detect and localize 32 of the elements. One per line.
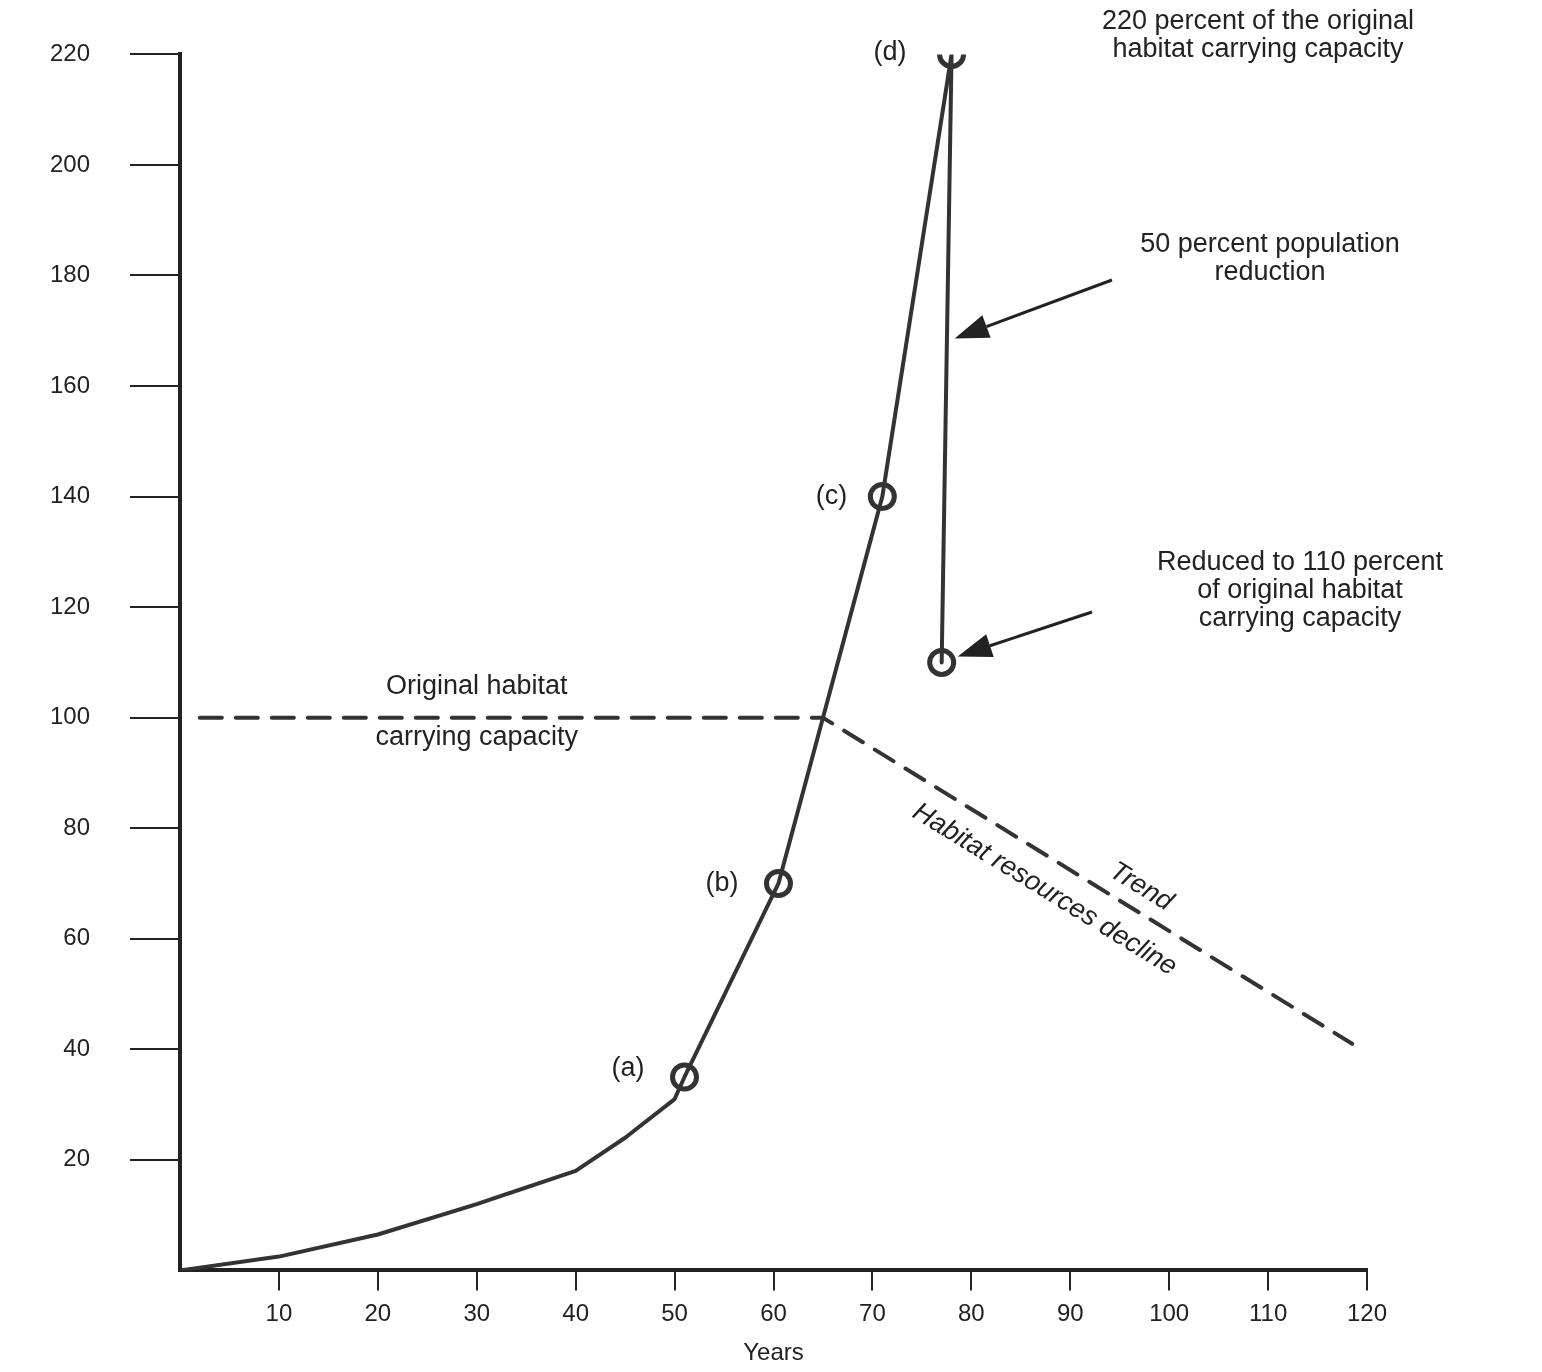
x-axis-title: Years [743,1338,804,1366]
x-tick-label: 10 [265,1299,293,1327]
x-tick-label: 120 [1346,1299,1388,1327]
y-tick-label: 60 [63,923,91,951]
annotation: (c) [815,480,848,511]
y-tick-label: 160 [50,370,91,398]
x-tick-label: 90 [1056,1299,1084,1327]
x-tick-label: 100 [1149,1299,1190,1327]
x-tick-label: 30 [463,1299,491,1327]
annotation: (a) [611,1052,645,1083]
x-tick-label: 50 [661,1299,688,1327]
y-tick-label: 200 [50,149,91,177]
x-tick-label: 80 [958,1299,985,1327]
annotation: 50 percent population reduction [1140,228,1400,287]
annotation: Reduced to 110 percent of original habitat carrying capacity [1156,546,1444,633]
annotation: 220 percent of the original habitat carrying capacity [1101,5,1415,64]
x-tick-label: 110 [1248,1299,1288,1327]
x-tick-label: 40 [562,1299,590,1327]
y-tick-label: 100 [50,702,91,730]
y-tick-label: 120 [50,591,91,619]
x-tick-label: 70 [859,1299,886,1327]
y-tick-label: 80 [63,812,91,840]
x-tick-label: 20 [364,1299,392,1327]
y-tick-label: 140 [50,481,91,509]
annotation: (b) [705,866,739,897]
y-tick-label: 40 [63,1033,91,1061]
y-tick-label: 20 [63,1144,91,1172]
y-tick-label: 180 [50,260,91,288]
annotation: (d) [873,35,907,66]
annotation: Original habitat carrying capacity [375,670,579,752]
x-tick-label: 60 [760,1299,787,1327]
y-tick-label: 220 [50,39,91,67]
